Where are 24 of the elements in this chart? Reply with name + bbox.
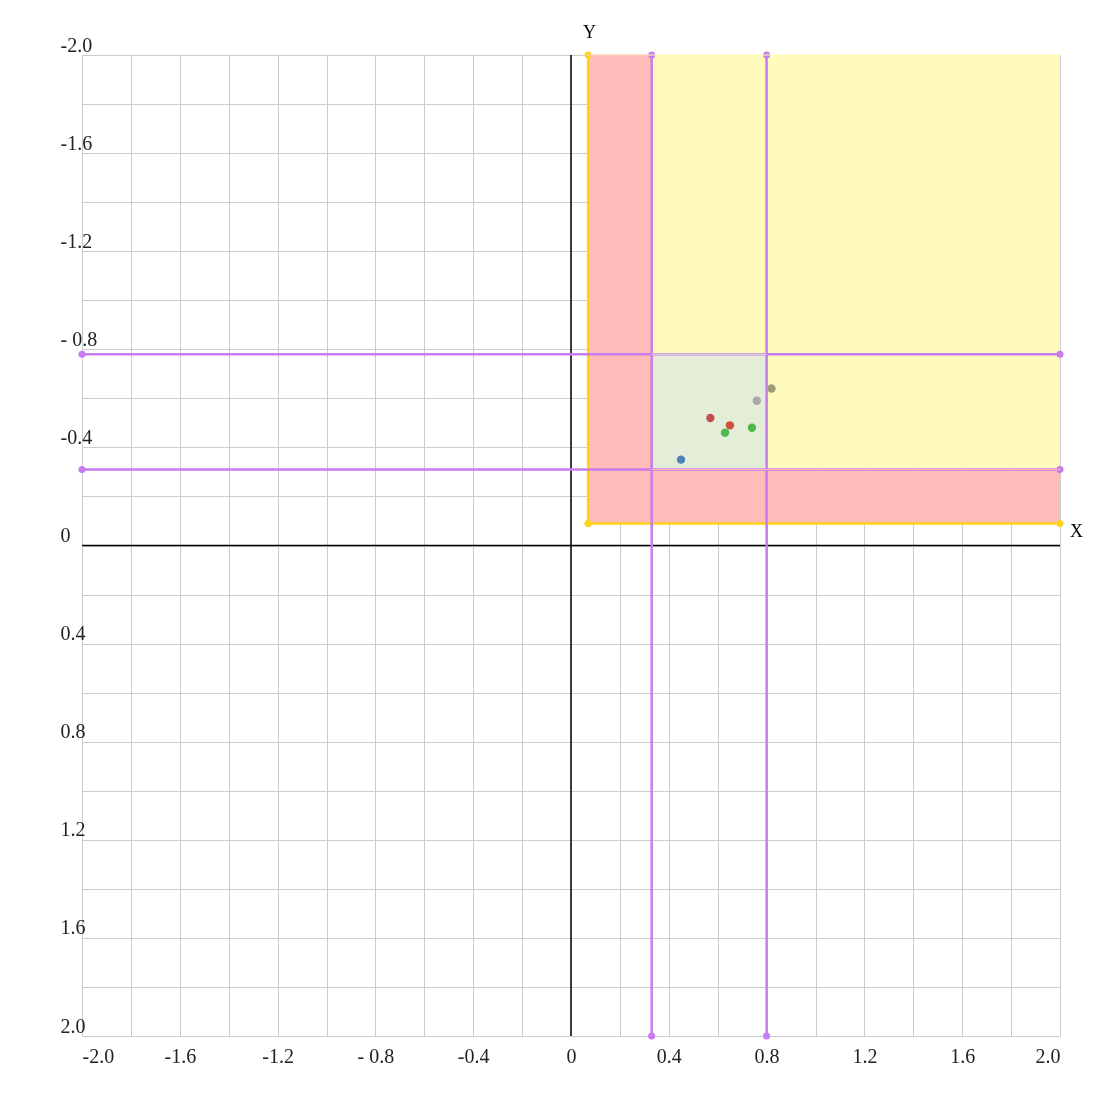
y-tick-label: - 0.8 <box>60 327 98 350</box>
x-tick-label: -0.4 <box>457 1044 490 1067</box>
x-tick-label: 0.4 <box>656 1044 682 1067</box>
y-tick-label: 0.8 <box>60 720 86 743</box>
x-tick-label: 0 <box>566 1044 577 1067</box>
y-tick-label: -1.2 <box>60 229 93 252</box>
x-axis-title: X <box>1070 520 1083 541</box>
y-tick-label: -2.0 <box>60 33 93 56</box>
y-tick-label: 1.2 <box>60 818 86 841</box>
y-tick-label: 1.6 <box>60 916 86 939</box>
y-tick-label: 2.0 <box>60 1014 86 1037</box>
x-tick-label: 2.0 <box>1035 1044 1061 1067</box>
x-tick-label: 1.6 <box>950 1044 976 1067</box>
x-tick-label: -2.0 <box>82 1044 115 1067</box>
y-tick-label: 0.4 <box>60 622 86 645</box>
x-tick-label: 1.2 <box>852 1044 878 1067</box>
y-tick-label: -0.4 <box>60 425 93 448</box>
x-tick-label: -1.6 <box>164 1044 197 1067</box>
x-tick-label: 0.8 <box>754 1044 780 1067</box>
y-axis-title: Y <box>583 22 596 42</box>
x-tick-label: -1.2 <box>262 1044 294 1067</box>
y-tick-label: 0 <box>60 524 71 546</box>
x-tick-label: - 0.8 <box>357 1044 395 1067</box>
y-tick-label: -1.6 <box>60 131 93 154</box>
